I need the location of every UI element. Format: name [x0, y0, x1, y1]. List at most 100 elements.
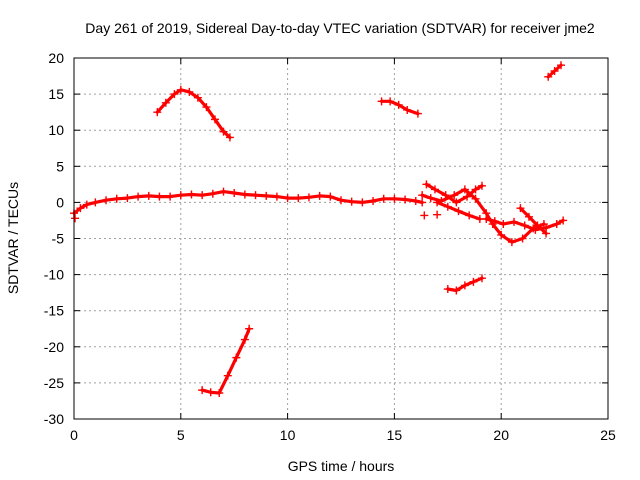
data-point — [433, 210, 442, 219]
data-point — [403, 105, 412, 114]
data-point — [112, 194, 121, 203]
data-point — [477, 274, 486, 283]
series-layer — [70, 61, 568, 398]
tick-layer: 0 5 10 15 20 25 -30 -25 -20 -15 -10 -5 0 5 10 15 20 — [44, 50, 616, 443]
data-point — [123, 194, 132, 203]
data-point — [516, 204, 525, 213]
data-point — [550, 66, 559, 75]
data-point — [411, 196, 420, 205]
data-point — [337, 196, 345, 205]
data-point — [176, 191, 185, 200]
series-arc-9 — [516, 204, 551, 238]
data-point — [240, 335, 249, 344]
data-point — [294, 194, 303, 203]
data-point — [76, 204, 85, 213]
data-point — [272, 192, 281, 201]
data-point — [134, 192, 143, 201]
data-point — [418, 191, 427, 200]
data-point — [262, 191, 271, 200]
data-point — [219, 127, 228, 136]
x-tick-label: 5 — [177, 427, 185, 443]
series-arc-10 — [433, 198, 484, 224]
y-tick-label: 20 — [48, 50, 64, 66]
data-point — [230, 189, 239, 198]
series-arc-8 — [482, 215, 568, 234]
data-point — [166, 192, 175, 201]
data-point — [210, 115, 219, 124]
x-tick-label: 10 — [280, 427, 296, 443]
y-axis-label: SDTVAR / TECUs — [5, 182, 21, 294]
data-point — [153, 108, 162, 117]
data-point — [490, 217, 499, 226]
data-point — [557, 61, 566, 70]
data-point — [443, 202, 452, 211]
y-tick-label: -5 — [52, 231, 65, 247]
data-point — [469, 277, 478, 286]
data-point — [202, 103, 211, 112]
data-point — [510, 217, 519, 226]
data-point — [524, 212, 533, 221]
data-point — [544, 72, 553, 81]
data-point — [401, 195, 410, 204]
data-point — [225, 133, 234, 142]
series-arc-5 — [544, 61, 566, 81]
data-point — [304, 193, 313, 202]
data-point — [542, 229, 551, 238]
series-arc-3 — [198, 324, 254, 398]
data-point — [454, 207, 463, 216]
data-point — [433, 198, 442, 207]
data-point — [420, 211, 429, 220]
y-tick-label: 10 — [48, 122, 64, 138]
x-tick-label: 20 — [493, 427, 509, 443]
data-point — [315, 191, 324, 200]
data-point — [219, 187, 228, 196]
data-point — [326, 192, 335, 201]
x-tick-label: 0 — [70, 427, 78, 443]
data-point — [450, 191, 459, 200]
data-point — [170, 90, 179, 99]
data-point — [499, 220, 508, 229]
x-axis-label: GPS time / hours — [288, 458, 395, 474]
data-point — [471, 194, 480, 203]
y-tick-label: 0 — [56, 194, 64, 210]
data-point — [283, 194, 292, 203]
data-point — [251, 191, 260, 200]
series-arc-2 — [377, 97, 422, 118]
data-point — [176, 85, 185, 94]
data-point — [477, 181, 486, 190]
data-point — [358, 198, 367, 207]
data-point — [390, 194, 399, 203]
y-tick-label: -30 — [44, 411, 64, 427]
data-point — [198, 191, 207, 200]
data-point — [465, 211, 474, 220]
data-point — [91, 198, 100, 207]
data-point — [426, 194, 435, 203]
data-point — [245, 324, 254, 333]
data-point — [198, 386, 207, 395]
data-point — [144, 191, 153, 200]
series-line — [155, 88, 232, 139]
data-point — [507, 238, 516, 247]
isolated-points — [71, 210, 442, 223]
data-point — [369, 196, 378, 205]
y-tick-label: -10 — [44, 267, 64, 283]
y-tick-label: -20 — [44, 339, 64, 355]
series-arc-1 — [153, 85, 234, 142]
series-main — [70, 187, 427, 218]
y-tick-label: -25 — [44, 375, 64, 391]
data-point — [71, 214, 80, 223]
data-point — [102, 196, 111, 205]
data-point — [206, 388, 215, 397]
data-point — [377, 97, 386, 106]
data-point — [441, 191, 450, 200]
grid — [74, 58, 608, 419]
y-tick-label: -15 — [44, 303, 64, 319]
data-point — [475, 215, 484, 224]
data-point — [187, 190, 196, 199]
data-point — [223, 371, 232, 380]
y-tick-label: 15 — [48, 86, 64, 102]
data-point — [379, 194, 388, 203]
data-point — [452, 286, 461, 295]
data-point — [552, 220, 561, 229]
